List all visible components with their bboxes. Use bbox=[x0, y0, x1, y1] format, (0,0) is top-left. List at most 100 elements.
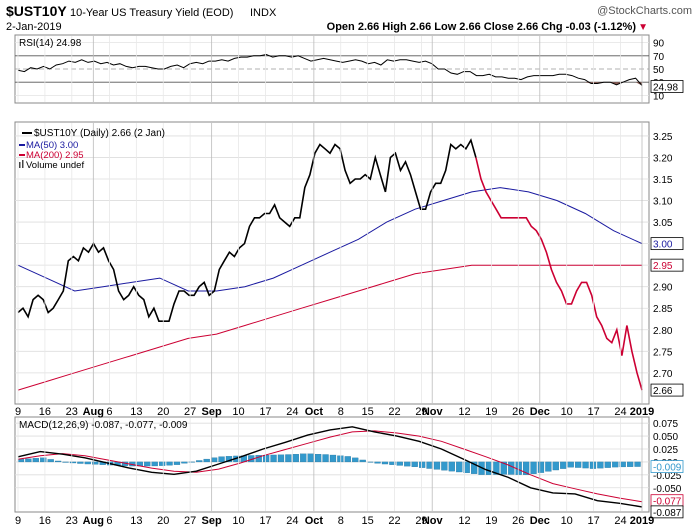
macd-histogram-bar bbox=[426, 461, 433, 469]
macd-histogram-bar bbox=[307, 453, 314, 463]
macd-signal-tag: -0.077 bbox=[653, 497, 682, 508]
x-axis-label: 9 bbox=[15, 406, 21, 418]
macd-tick-label: 0.050 bbox=[653, 432, 678, 443]
price-line-declining bbox=[475, 157, 643, 391]
rsi-tick-90: 90 bbox=[653, 39, 665, 50]
x-axis-label: 6 bbox=[106, 515, 112, 527]
macd-histogram-bar bbox=[522, 461, 530, 475]
x-axis-label: Nov bbox=[422, 515, 444, 527]
x-axis-label: 19 bbox=[485, 515, 497, 527]
x-axis-label: Sep bbox=[202, 406, 222, 418]
price-value-tag: 3.00 bbox=[653, 240, 673, 251]
x-axis-label: 29 bbox=[415, 406, 427, 418]
x-axis-label: Dec bbox=[530, 406, 550, 418]
macd-histogram-bar bbox=[62, 461, 69, 463]
macd-histogram-bar bbox=[560, 461, 567, 469]
macd-histogram-bar bbox=[626, 461, 634, 467]
macd-histogram-bar bbox=[322, 454, 329, 463]
x-axis-label: Sep bbox=[202, 515, 222, 527]
rsi-chart: 103050709024.98 bbox=[15, 39, 684, 102]
x-axis-label: Dec bbox=[530, 515, 550, 527]
macd-histogram-bar bbox=[634, 461, 641, 467]
rsi-tick-50: 50 bbox=[653, 65, 665, 76]
x-axis-label: 23 bbox=[66, 406, 78, 418]
macd-histogram-bar bbox=[40, 457, 47, 463]
macd-histogram-bar bbox=[359, 459, 366, 463]
rsi-line bbox=[17, 53, 643, 86]
x-axis-label: 24 bbox=[614, 515, 626, 527]
x-axis-label: 10 bbox=[561, 406, 573, 418]
macd-histogram-bar bbox=[366, 461, 374, 463]
legend-ma200: MA(200) 2.95 bbox=[26, 150, 84, 161]
macd-histogram-bar bbox=[218, 456, 225, 463]
x-axis-label: 8 bbox=[338, 406, 344, 418]
x-axis-label: 17 bbox=[587, 406, 599, 418]
macd-histogram-bar bbox=[463, 461, 470, 474]
price-chart: 2.70 2.75 2.80 2.85 2.90 2.95 3.00 3.05 3.10 3.15… bbox=[15, 132, 684, 397]
price-panel bbox=[14, 121, 650, 405]
ma200-line bbox=[17, 264, 642, 391]
macd-histogram-bar bbox=[77, 461, 84, 464]
macd-histogram-bar bbox=[493, 461, 500, 475]
price-value-tag: 2.95 bbox=[653, 261, 673, 272]
macd-tick-label: 0.025 bbox=[653, 445, 678, 456]
macd-title: MACD(12,26,9) -0.087, -0.077, -0.009 bbox=[19, 420, 188, 431]
macd-histogram-bar bbox=[604, 461, 611, 468]
macd-histogram-bar bbox=[545, 461, 552, 472]
macd-value-tag: -0.087 bbox=[653, 508, 682, 519]
x-axis-label: Oct bbox=[305, 406, 324, 418]
macd-histogram-bar bbox=[300, 453, 307, 463]
macd-histogram-bar bbox=[181, 461, 188, 464]
price-tick-label: 2.90 bbox=[653, 283, 673, 294]
ma50-line bbox=[17, 187, 643, 292]
price-tick-label: 3.25 bbox=[653, 132, 673, 143]
x-axis-label: 10 bbox=[232, 406, 244, 418]
macd-histogram-bar bbox=[597, 461, 604, 469]
price-tick-label: 3.20 bbox=[653, 153, 673, 164]
x-axis-label: 16 bbox=[39, 515, 51, 527]
date-label: 2-Jan-2019 bbox=[6, 21, 62, 33]
price-tick-label: 3.10 bbox=[653, 197, 673, 208]
macd-hist-tag-box bbox=[650, 460, 684, 473]
rsi-tick-10: 10 bbox=[653, 91, 665, 102]
macd-histogram-bar bbox=[84, 461, 91, 465]
rsi-title: RSI(14) 24.98 bbox=[19, 38, 82, 49]
macd-value-tag-box bbox=[650, 505, 684, 519]
x-axis-label: 16 bbox=[39, 406, 51, 418]
macd-histogram-bar bbox=[144, 461, 151, 467]
macd-histogram-bar bbox=[404, 461, 411, 467]
x-axis-label: 22 bbox=[388, 406, 400, 418]
x-axis-label: 17 bbox=[587, 515, 599, 527]
x-axis-label: 29 bbox=[415, 515, 427, 527]
x-axis-label: 26 bbox=[512, 515, 524, 527]
macd-histogram-bar bbox=[173, 461, 181, 465]
macd-histogram-bar bbox=[25, 458, 32, 463]
macd-histogram-bar bbox=[530, 461, 537, 474]
x-axis-label: Oct bbox=[305, 515, 324, 527]
macd-tick-label: 0.075 bbox=[653, 419, 678, 430]
rsi-tick-70: 70 bbox=[653, 52, 665, 63]
macd-histogram-bar bbox=[262, 454, 270, 463]
x-axis-label: 13 bbox=[130, 515, 142, 527]
macd-histogram-bar bbox=[352, 457, 359, 463]
x-axis-label: 27 bbox=[184, 515, 196, 527]
macd-histogram-bar bbox=[456, 461, 463, 473]
macd-tick-label: -0.025 bbox=[653, 471, 682, 482]
macd-histogram-bar bbox=[381, 461, 389, 465]
macd-hist-tag: -0.009 bbox=[653, 463, 682, 474]
macd-histogram-bar bbox=[54, 460, 62, 463]
macd-histogram-bar bbox=[589, 461, 597, 469]
x-axis-label: 15 bbox=[362, 515, 374, 527]
x-axis-label: 9 bbox=[15, 515, 21, 527]
macd-histogram-bar bbox=[582, 461, 589, 469]
macd-histogram-bar bbox=[448, 461, 455, 472]
macd-histogram-bar bbox=[285, 454, 292, 463]
price-value-tag-box bbox=[650, 383, 684, 397]
macd-histogram-bar bbox=[32, 458, 39, 463]
macd-histogram-bar bbox=[537, 461, 545, 473]
macd-histogram-bar bbox=[277, 454, 285, 463]
x-axis-label: 2019 bbox=[630, 515, 654, 527]
macd-histogram-bar bbox=[612, 461, 619, 468]
